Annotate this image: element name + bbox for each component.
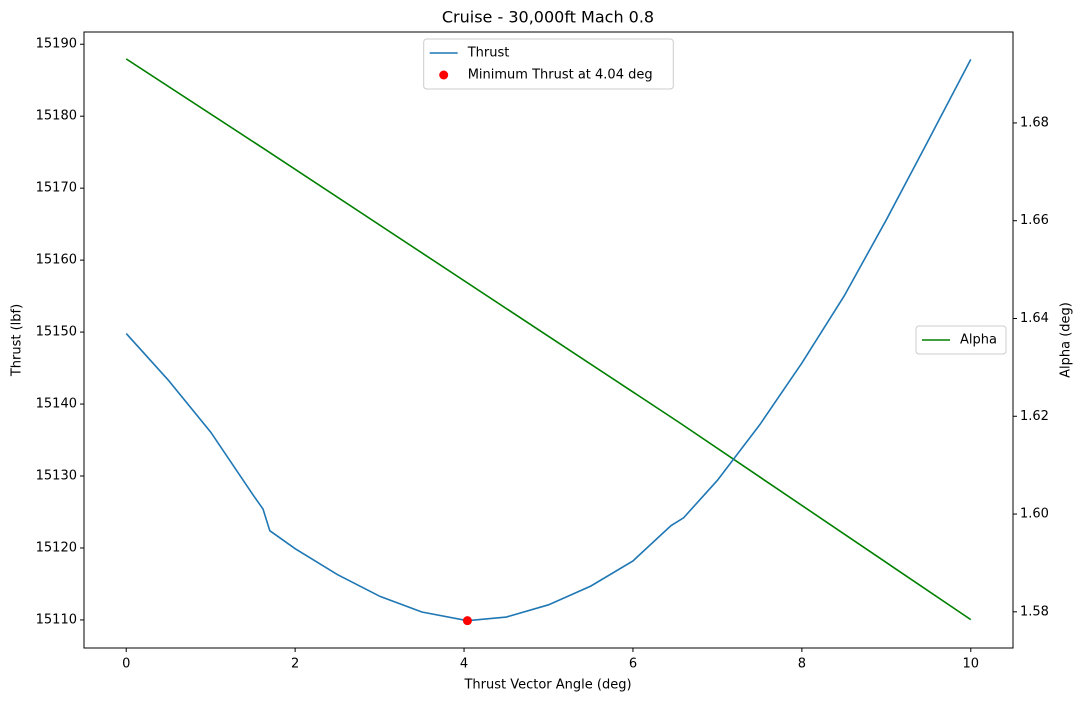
y-tick-label: 15150 — [36, 325, 77, 340]
x-tick-label: 8 — [798, 657, 806, 672]
y-tick-label: 15130 — [36, 469, 77, 484]
y2-tick-label: 1.60 — [1020, 507, 1049, 522]
data-line — [125, 58, 972, 622]
y2-tick-label: 1.64 — [1020, 311, 1049, 326]
x-tick-label: 0 — [122, 657, 130, 672]
y-tick-label: 15170 — [36, 181, 77, 196]
y-axis-label: Thrust (lbf) — [10, 304, 25, 377]
y2-tick-label: 1.62 — [1020, 409, 1049, 424]
x-axis-label: Thrust Vector Angle (deg) — [463, 678, 631, 693]
x-tick-label: 2 — [291, 657, 299, 672]
y-tick-label: 15180 — [36, 109, 77, 124]
y-tick-label: 15110 — [36, 612, 77, 627]
y2-axis-label: Alpha (deg) — [1059, 302, 1074, 378]
x-tick-label: 4 — [460, 657, 468, 672]
data-point — [462, 616, 472, 626]
y2-tick-label: 1.66 — [1020, 213, 1049, 228]
y2-tick-label: 1.68 — [1020, 115, 1049, 130]
plot-frame — [83, 31, 1014, 649]
legend-box — [915, 325, 1007, 355]
legend-label: Minimum Thrust at 4.04 deg — [468, 68, 653, 83]
legend-label: Thrust — [467, 46, 510, 61]
legend-label: Alpha — [960, 333, 997, 348]
legend-swatch — [439, 70, 449, 80]
x-tick-label: 10 — [962, 657, 979, 672]
y-tick-label: 15120 — [36, 540, 77, 555]
y-tick-label: 15140 — [36, 397, 77, 412]
data-line — [125, 58, 972, 621]
y2-tick-label: 1.58 — [1020, 604, 1049, 619]
chart-title: Cruise - 30,000ft Mach 0.8 — [442, 8, 654, 27]
x-tick-label: 6 — [629, 657, 637, 672]
y-tick-label: 15160 — [36, 253, 77, 268]
legend-box — [423, 38, 674, 90]
y-tick-label: 15190 — [36, 37, 77, 52]
